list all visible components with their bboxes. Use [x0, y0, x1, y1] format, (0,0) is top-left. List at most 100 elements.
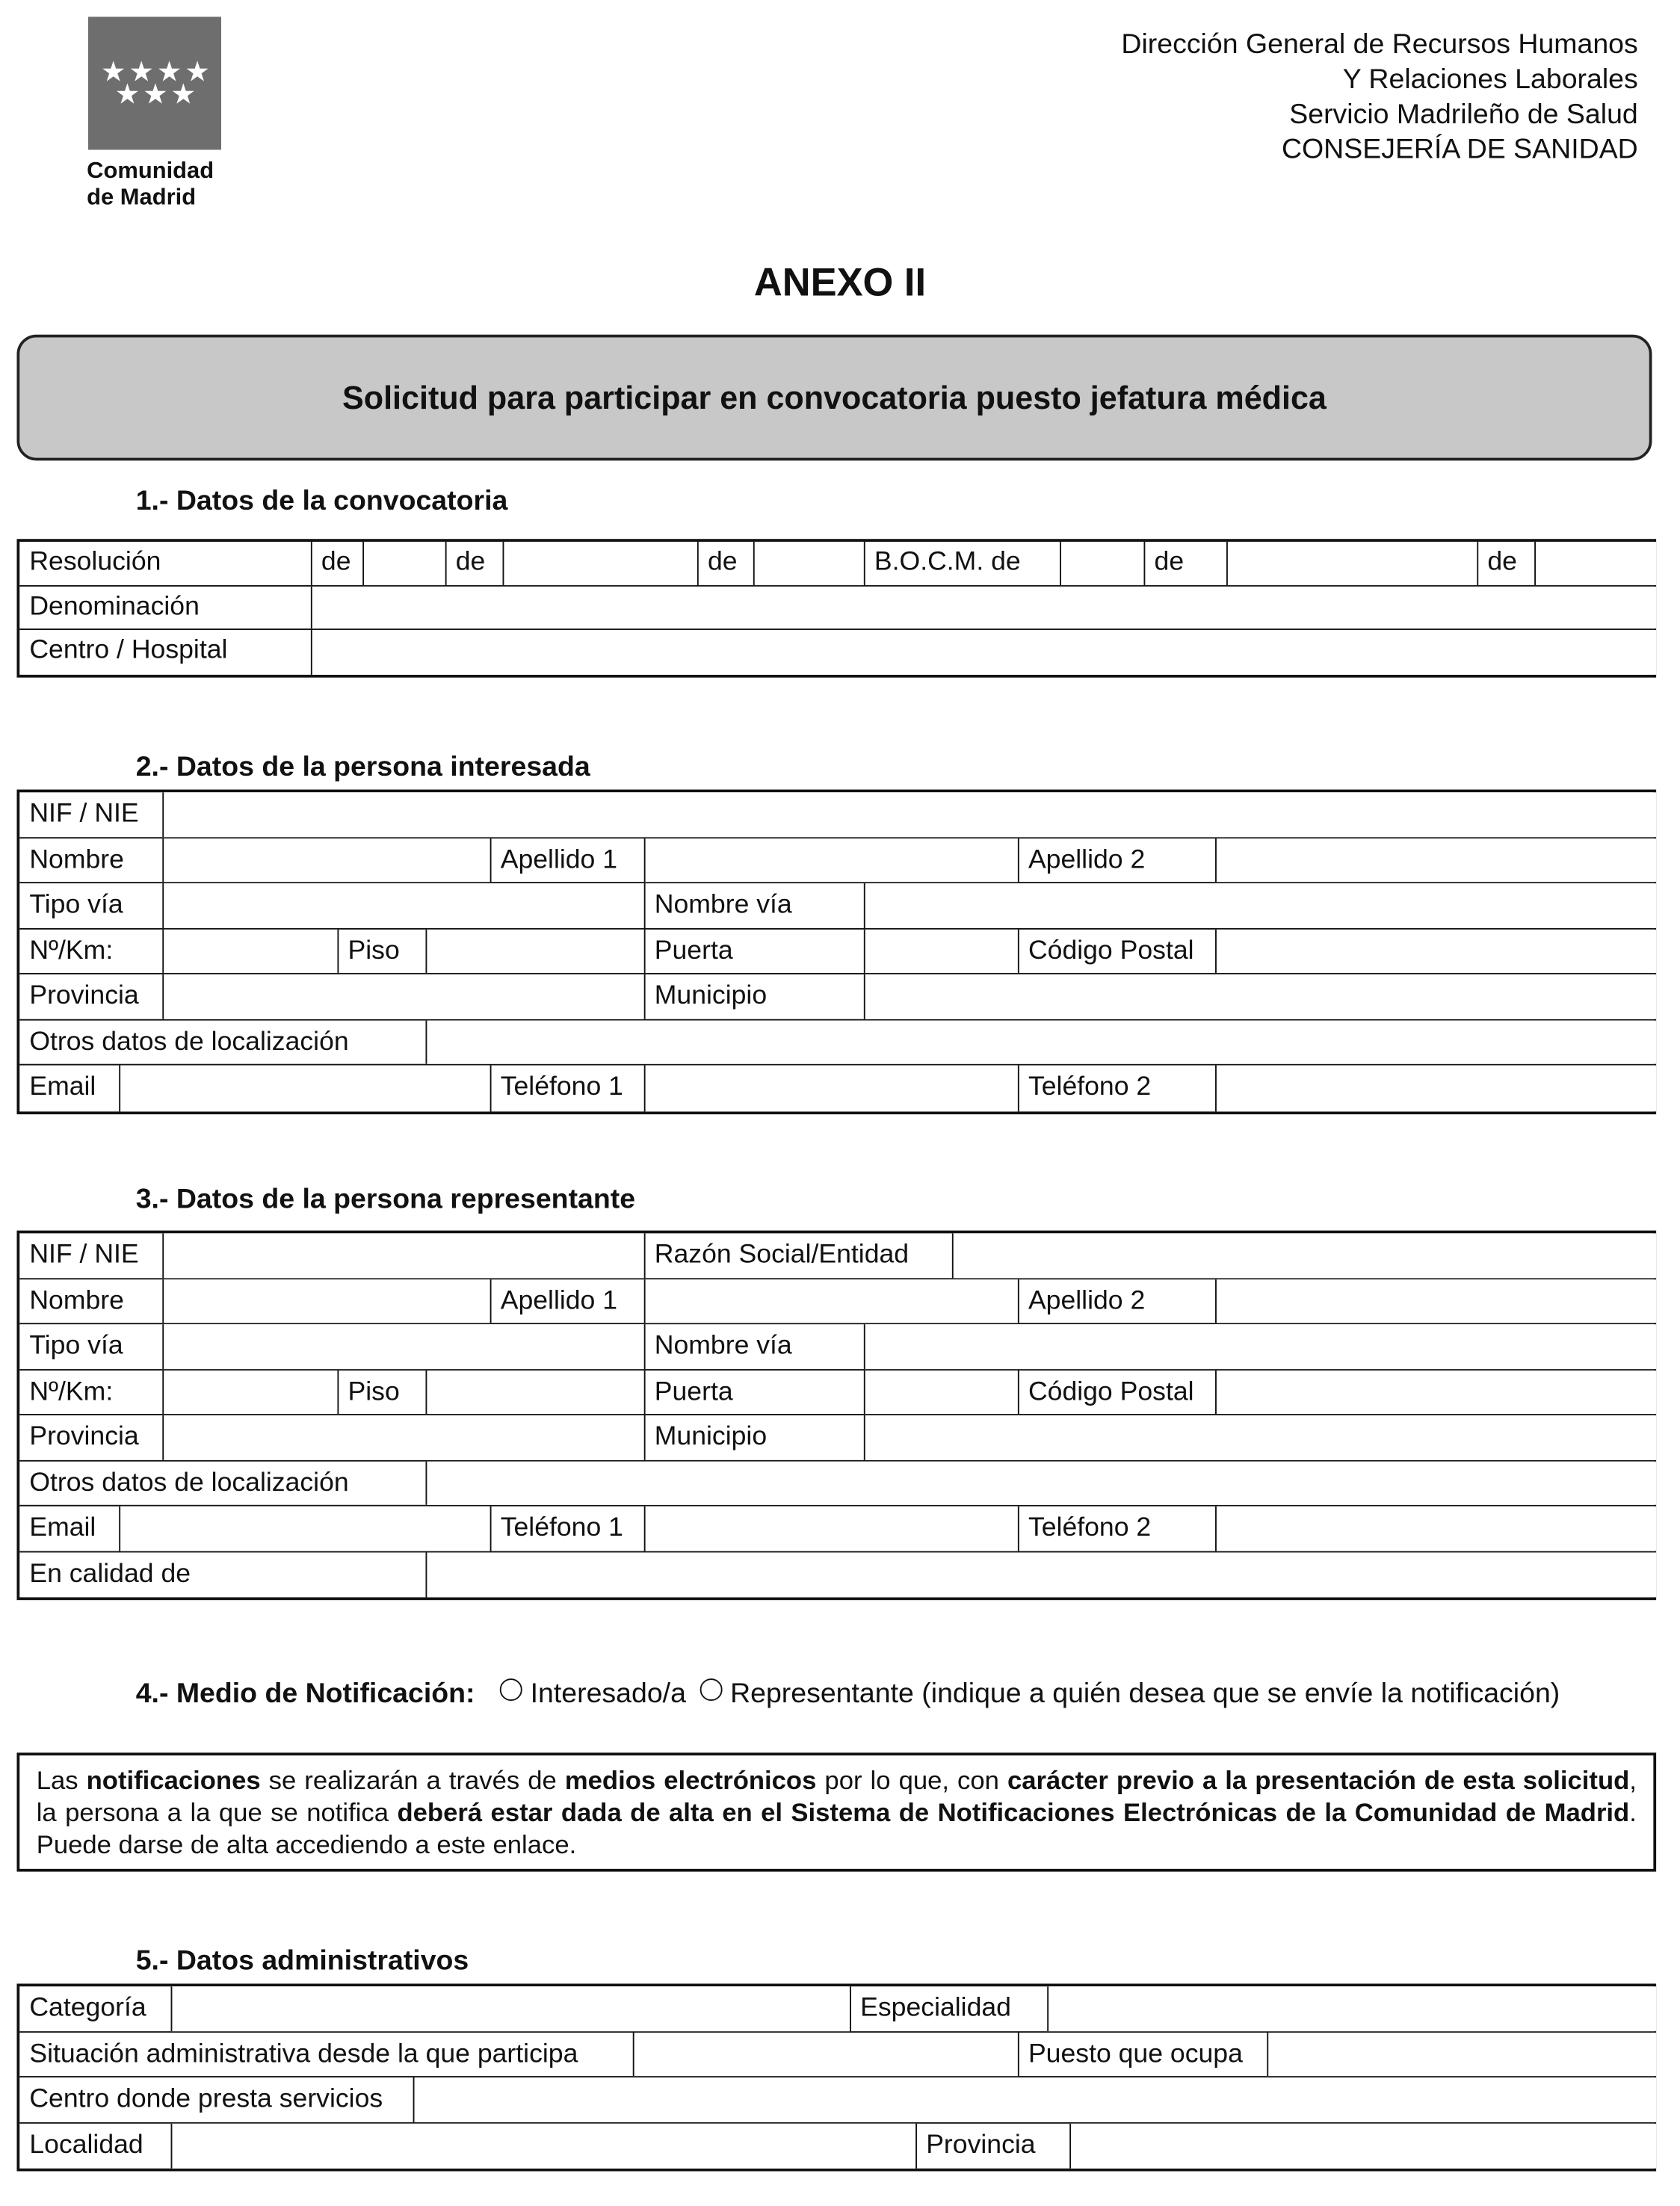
- field-label: Teléfono 1: [489, 1065, 643, 1111]
- input-field[interactable]: [161, 792, 1656, 837]
- field-label: Resolución: [29, 547, 161, 577]
- input-field[interactable]: [643, 838, 1017, 883]
- table-row: Categoría Especialidad: [19, 1986, 1656, 2033]
- notice-bold-text: medios electrónicos: [564, 1765, 817, 1795]
- star-icon: ★: [114, 79, 140, 111]
- field-label: Nombre: [29, 844, 124, 874]
- notice-bold-text: carácter previo a la presentación de est…: [1007, 1765, 1630, 1795]
- agency-line: Dirección General de Recursos Humanos: [1121, 29, 1638, 61]
- input-field[interactable]: [309, 629, 1656, 674]
- field-label: Provincia: [29, 981, 139, 1011]
- field-label: de: [1143, 541, 1226, 585]
- input-field[interactable]: [1069, 2122, 1656, 2169]
- input-field[interactable]: [1214, 928, 1656, 973]
- input-field[interactable]: [631, 2032, 1017, 2077]
- table-row: En calidad de: [19, 1551, 1656, 1598]
- star-icon: ★: [143, 79, 168, 111]
- field-label: Email: [29, 1513, 96, 1543]
- field-label: Teléfono 2: [1016, 1065, 1214, 1111]
- agency-header: Dirección General de Recursos Humanos Y …: [1121, 28, 1637, 167]
- form-title: Solicitud para participar en convocatori…: [342, 378, 1327, 415]
- input-field[interactable]: [643, 1506, 1017, 1551]
- field-label: Provincia: [29, 1422, 139, 1452]
- form-title-box: Solicitud para participar en convocatori…: [16, 334, 1652, 461]
- field-label: Denominación: [29, 591, 200, 621]
- input-field[interactable]: [501, 541, 697, 585]
- input-field[interactable]: [161, 883, 643, 928]
- input-field[interactable]: [161, 1233, 643, 1278]
- field-label: Puerta: [643, 1370, 863, 1415]
- logo-text: Comunidad de Madrid: [87, 158, 214, 211]
- input-field[interactable]: [1226, 541, 1477, 585]
- field-label: Especialidad: [849, 1986, 1046, 2031]
- notice-text: Las: [36, 1765, 87, 1795]
- input-field[interactable]: [862, 1324, 1656, 1369]
- field-label: Otros datos de localización: [29, 1468, 349, 1498]
- field-label: Piso: [336, 928, 425, 973]
- field-label: Piso: [336, 1370, 425, 1415]
- input-field[interactable]: [161, 1415, 643, 1459]
- input-field[interactable]: [1214, 1506, 1656, 1551]
- input-field[interactable]: [161, 1324, 643, 1369]
- input-field[interactable]: [118, 1506, 490, 1551]
- input-field[interactable]: [170, 2122, 915, 2169]
- option-interesado-label: Interesado/a: [530, 1678, 686, 1710]
- field-label: En calidad de: [29, 1558, 191, 1589]
- input-field[interactable]: [424, 1019, 1656, 1064]
- input-field[interactable]: [161, 928, 337, 973]
- field-label: Centro donde presta servicios: [29, 2084, 383, 2114]
- input-field[interactable]: [643, 1065, 1017, 1111]
- input-field[interactable]: [1266, 2032, 1656, 2077]
- field-label: Email: [29, 1072, 96, 1102]
- input-field[interactable]: [161, 1279, 490, 1323]
- input-field[interactable]: [862, 928, 1017, 973]
- annex-title: ANEXO II: [753, 260, 927, 304]
- input-field[interactable]: [951, 1233, 1656, 1278]
- input-field[interactable]: [412, 2077, 1656, 2122]
- notice-bold-text: notificaciones: [86, 1765, 261, 1795]
- input-field[interactable]: [1214, 1370, 1656, 1415]
- table-row: Email Teléfono 1 Teléfono 2: [19, 1065, 1656, 1111]
- input-field[interactable]: [862, 883, 1656, 928]
- section2-heading: 2.- Datos de la persona interesada: [135, 751, 590, 783]
- input-field[interactable]: [862, 1370, 1017, 1415]
- table-row: NIF / NIE Razón Social/Entidad: [19, 1233, 1656, 1279]
- input-field[interactable]: [1214, 838, 1656, 883]
- table-row: Localidad Provincia: [19, 2122, 1656, 2169]
- field-label: Razón Social/Entidad: [643, 1233, 951, 1278]
- input-field[interactable]: [118, 1065, 490, 1111]
- input-field[interactable]: [424, 1370, 643, 1415]
- input-field[interactable]: [424, 928, 643, 973]
- input-field[interactable]: [862, 974, 1656, 1019]
- field-label: Situación administrativa desde la que pa…: [29, 2039, 578, 2068]
- input-field[interactable]: [1534, 541, 1656, 585]
- input-field[interactable]: [161, 838, 490, 883]
- input-field[interactable]: [1059, 541, 1143, 585]
- table-row: Otros datos de localización: [19, 1019, 1656, 1066]
- table-row: Provincia Municipio: [19, 974, 1656, 1020]
- field-label: Nombre vía: [643, 883, 863, 928]
- input-field[interactable]: [643, 1279, 1017, 1323]
- section3-heading: 3.- Datos de la persona representante: [135, 1184, 636, 1216]
- field-label: Apellido 1: [489, 1279, 643, 1323]
- radio-representante[interactable]: [699, 1678, 722, 1702]
- input-field[interactable]: [1046, 1986, 1656, 2031]
- input-field[interactable]: [752, 541, 863, 585]
- input-field[interactable]: [424, 1460, 1656, 1505]
- input-field[interactable]: [362, 541, 445, 585]
- field-label: de: [696, 541, 753, 585]
- field-label: B.O.C.M. de: [862, 541, 1059, 585]
- input-field[interactable]: [1214, 1279, 1656, 1323]
- comunidad-madrid-logo: ★ ★ ★ ★ ★ ★ ★: [88, 16, 221, 150]
- input-field[interactable]: [170, 1986, 850, 2031]
- input-field[interactable]: [161, 1370, 337, 1415]
- radio-interesado[interactable]: [499, 1678, 522, 1702]
- input-field[interactable]: [309, 585, 1656, 629]
- input-field[interactable]: [862, 1415, 1656, 1459]
- input-field[interactable]: [161, 974, 643, 1019]
- field-label: Municipio: [643, 1415, 863, 1459]
- table-row: Denominación: [19, 585, 1656, 630]
- field-label: Código Postal: [1016, 1370, 1214, 1415]
- input-field[interactable]: [1214, 1065, 1656, 1111]
- input-field[interactable]: [424, 1551, 1656, 1598]
